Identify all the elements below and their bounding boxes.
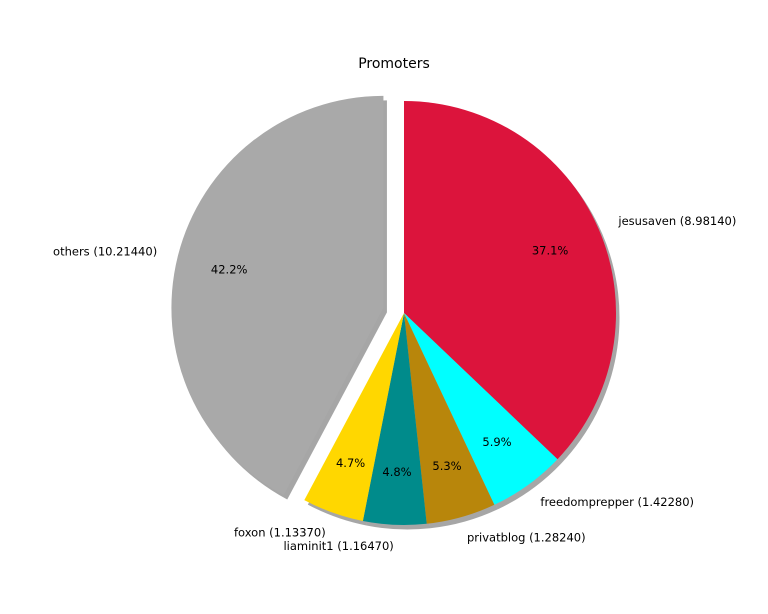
slice-percent-others: 42.2% xyxy=(211,262,248,276)
slice-label-liaminit1: liaminit1 (1.16470) xyxy=(283,539,393,553)
slice-percent-liaminit1: 4.8% xyxy=(382,465,411,479)
slice-label-others: others (10.21440) xyxy=(53,244,157,258)
slice-others xyxy=(171,95,384,495)
slice-label-freedomprepper: freedomprepper (1.42280) xyxy=(540,495,694,509)
slice-jesusaven xyxy=(404,101,617,460)
chart-title: Promoters xyxy=(358,56,430,72)
pie-slices xyxy=(171,95,617,526)
slice-foxon xyxy=(304,313,404,521)
slice-percent-jesusaven: 37.1% xyxy=(532,243,569,257)
slice-label-foxon: foxon (1.13370) xyxy=(234,526,326,540)
slice-percent-privatblog: 5.3% xyxy=(432,459,461,473)
slice-percent-freedomprepper: 5.9% xyxy=(482,435,511,449)
slice-label-privatblog: privatblog (1.28240) xyxy=(467,531,586,545)
slice-freedomprepper xyxy=(404,313,558,505)
slice-percent-foxon: 4.7% xyxy=(336,456,365,470)
slice-privatblog xyxy=(404,313,495,524)
slice-liaminit1 xyxy=(362,313,427,526)
slice-labels: jesusaven (8.98140) 37.1% freedomprepper (… xyxy=(53,214,736,553)
slice-label-jesusaven: jesusaven (8.98140) xyxy=(617,214,736,228)
